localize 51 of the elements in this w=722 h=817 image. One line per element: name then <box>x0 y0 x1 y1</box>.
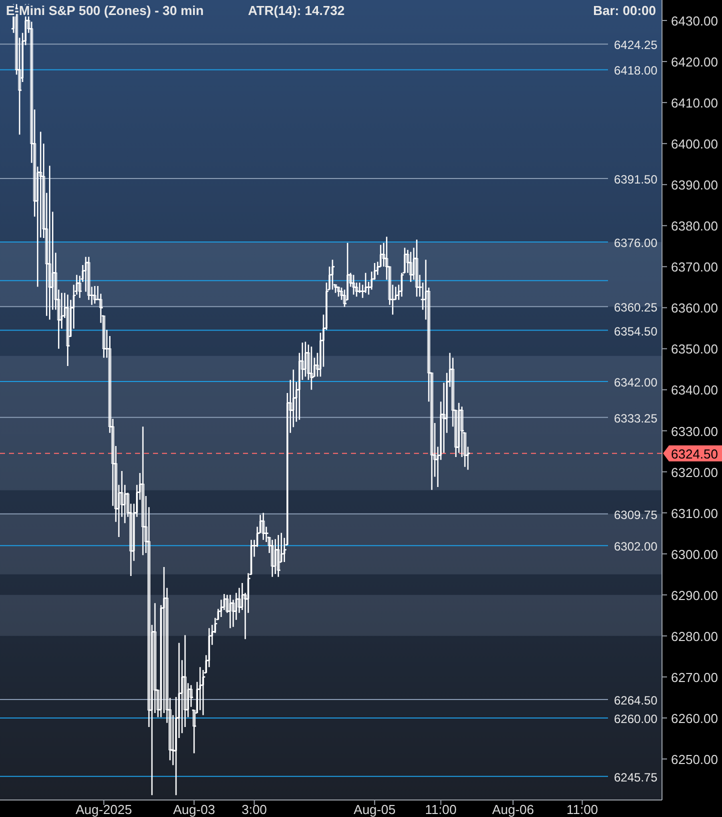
y-tick-label: 6340.00 <box>671 382 718 398</box>
ref-line-label: 6354.50 <box>614 324 658 338</box>
ref-line-label: 6360.25 <box>614 300 658 315</box>
x-tick-label: Aug-06 <box>492 802 534 817</box>
ref-line-label: 6333.25 <box>614 411 658 426</box>
y-tick-label: 6310.00 <box>671 506 718 521</box>
candlestick <box>93 285 96 304</box>
y-tick-label: 6400.00 <box>671 136 718 152</box>
annotation: Bar: 00:00 <box>593 3 656 18</box>
candlestick <box>66 294 70 367</box>
y-tick-label: 6410.00 <box>671 96 718 111</box>
x-tick-label: Aug-2025 <box>76 802 132 817</box>
y-tick-label: 6350.00 <box>671 342 718 357</box>
y-tick-label: 6420.00 <box>671 54 718 70</box>
candlestick <box>87 256 90 301</box>
ref-line-label: 6418.00 <box>614 64 658 78</box>
ref-line-label: 6342.00 <box>614 376 658 390</box>
y-tick-label: 6330.00 <box>671 424 718 439</box>
x-tick-label: 11:00 <box>566 802 598 817</box>
y-tick-label: 6250.00 <box>671 752 718 767</box>
y-tick-label: 6270.00 <box>671 670 718 685</box>
y-tick-label: 6360.00 <box>671 300 718 316</box>
ref-line-label: 6302.00 <box>614 540 658 554</box>
y-tick-label: 6300.00 <box>671 546 718 562</box>
candlestick <box>276 534 280 578</box>
candlestick <box>48 165 52 320</box>
ref-line-label: 6324.50 <box>671 446 718 462</box>
y-tick-label: 6430.00 <box>671 14 718 29</box>
candlestick <box>270 539 274 578</box>
x-tick-label: 3:00 <box>242 802 267 817</box>
candlestick <box>409 251 412 282</box>
ref-line-label: 6260.00 <box>614 712 658 726</box>
y-tick-label: 6280.00 <box>671 628 718 644</box>
ref-line-label: 6424.25 <box>614 38 658 52</box>
x-tick-label: Aug-03 <box>173 802 216 817</box>
ref-line-label: 6309.75 <box>614 508 658 522</box>
x-tick-label: 11:00 <box>425 802 457 817</box>
y-tick-label: 6370.00 <box>671 260 718 275</box>
y-tick-label: 6380.00 <box>671 218 718 234</box>
x-tick-label: Aug-05 <box>354 802 396 817</box>
ref-line-label: 6391.50 <box>614 172 658 186</box>
ref-line-label: 6245.75 <box>614 770 658 784</box>
candlestick <box>415 238 418 298</box>
candlestick <box>262 512 265 541</box>
y-tick-label: 6390.00 <box>671 178 718 193</box>
y-tick-label: 6260.00 <box>671 710 718 726</box>
ref-line-label: 6264.50 <box>614 693 658 708</box>
y-tick-label: 6290.00 <box>671 588 718 603</box>
annotation: ATR(14): 14.732 <box>248 3 345 18</box>
ref-line-label: 6376.00 <box>614 236 658 250</box>
y-tick-label: 6320.00 <box>671 464 718 480</box>
